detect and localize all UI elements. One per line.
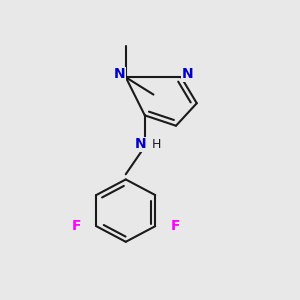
Text: H: H bbox=[152, 138, 162, 151]
Text: N: N bbox=[182, 68, 193, 82]
Text: F: F bbox=[71, 219, 81, 233]
Text: N: N bbox=[114, 68, 125, 82]
Text: F: F bbox=[170, 219, 180, 233]
Text: N: N bbox=[134, 137, 146, 152]
